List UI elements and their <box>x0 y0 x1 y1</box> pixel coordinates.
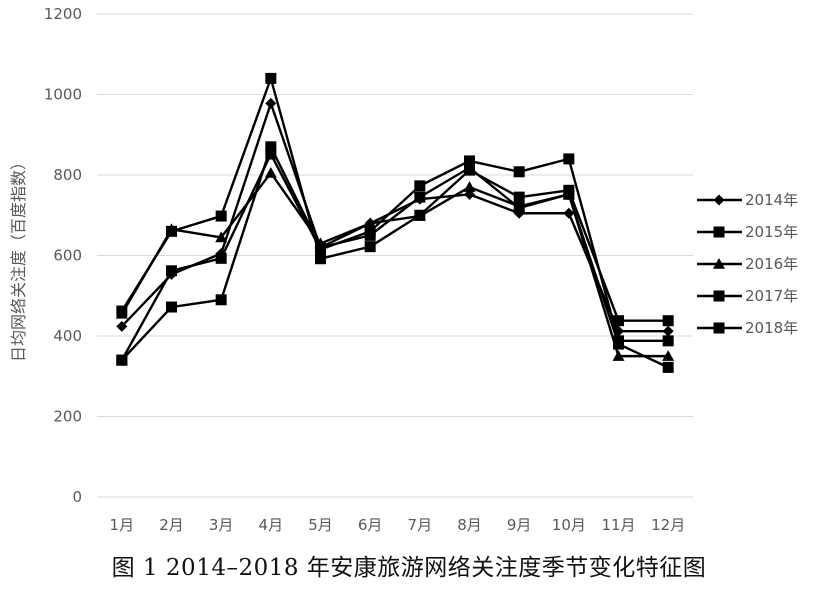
legend-item-3: 2016年 <box>697 255 798 273</box>
legend-label: 2018年 <box>745 319 798 337</box>
data-point <box>662 350 675 361</box>
x-tick-label: 2月 <box>159 516 184 534</box>
legend-item-4: 2017年 <box>697 287 798 305</box>
y-tick-labels: 0 200 400 600 800 1000 1200 <box>44 5 82 506</box>
data-point <box>364 229 376 241</box>
legend-item-2: 2015年 <box>697 223 798 241</box>
data-point <box>265 97 277 109</box>
data-point <box>264 166 277 178</box>
series-line <box>120 102 669 333</box>
data-point <box>166 225 177 237</box>
y-tick-label: 800 <box>53 166 82 184</box>
x-tick-label: 5月 <box>308 516 333 534</box>
x-tick-label: 9月 <box>507 516 532 534</box>
data-point <box>463 181 476 192</box>
data-point <box>464 162 475 174</box>
data-point <box>215 210 227 222</box>
data-point <box>166 301 177 313</box>
legend-label: 2017年 <box>745 287 798 305</box>
data-point <box>315 241 326 253</box>
x-tick-label: 6月 <box>358 516 383 534</box>
y-tick-label: 1200 <box>44 5 82 23</box>
data-point <box>364 217 377 229</box>
data-point <box>414 191 426 203</box>
data-point <box>513 166 525 178</box>
data-point <box>265 141 277 153</box>
figure-caption: 图 1 2014–2018 年安康旅游网络关注度季节变化特征图 <box>111 555 707 581</box>
series-line <box>120 171 669 358</box>
data-point <box>215 252 227 264</box>
series-line <box>120 145 669 369</box>
gridlines <box>97 13 693 498</box>
y-tick-label: 600 <box>53 247 82 265</box>
series-4 <box>116 72 674 327</box>
y-tick-label: 1000 <box>44 86 82 104</box>
data-point <box>116 320 128 332</box>
legend-item-1: 2014年 <box>697 191 798 209</box>
data-point <box>364 241 376 253</box>
legend-marker <box>713 258 725 269</box>
x-tick-label: 8月 <box>457 516 482 534</box>
data-point <box>662 335 674 347</box>
series-lines <box>115 72 675 373</box>
y-axis-title: 日均网络关注度（百度指数） <box>9 154 28 362</box>
data-point <box>265 72 277 84</box>
data-point <box>612 350 625 361</box>
legend-label: 2015年 <box>745 223 798 241</box>
y-tick-label: 200 <box>53 408 82 426</box>
data-point <box>563 188 575 200</box>
data-point <box>116 354 128 366</box>
x-tick-label: 12月 <box>651 516 685 534</box>
line-chart: 0 200 400 600 800 1000 1200 1月 2月 3月 4月 5月 6月 7月 8月 9月… <box>9 5 798 534</box>
x-tick-label: 4月 <box>259 516 284 534</box>
data-point <box>464 155 475 167</box>
x-tick-label: 7月 <box>408 516 433 534</box>
series-line <box>120 77 669 322</box>
y-tick-label: 0 <box>72 488 82 506</box>
data-point <box>662 361 674 373</box>
x-tick-label: 1月 <box>110 516 135 534</box>
data-point <box>215 294 227 306</box>
series-5 <box>116 141 674 373</box>
data-point <box>215 231 228 243</box>
data-point <box>613 338 624 350</box>
data-point <box>513 202 525 214</box>
legend-item-5: 2018年 <box>697 319 798 337</box>
legend-label: 2016年 <box>745 255 798 273</box>
x-tick-labels: 1月 2月 3月 4月 5月 6月 7月 8月 9月 10月 11月 12月 <box>110 516 686 534</box>
data-point <box>414 209 426 221</box>
data-point <box>166 265 177 277</box>
data-point <box>414 180 426 192</box>
data-point <box>265 148 277 160</box>
legend-marker <box>713 290 725 302</box>
data-point <box>662 325 674 337</box>
x-tick-label: 3月 <box>209 516 234 534</box>
legend-label: 2014年 <box>745 191 798 209</box>
x-tick-label: 10月 <box>552 516 586 534</box>
legend: 2014年 2015年 2016年 2017年 2018年 <box>697 191 798 337</box>
data-point <box>563 153 575 165</box>
x-tick-label: 11月 <box>601 516 635 534</box>
data-point <box>315 253 326 265</box>
data-point <box>513 191 525 203</box>
data-point <box>613 315 624 327</box>
data-point <box>116 305 128 317</box>
legend-marker <box>713 322 725 334</box>
data-point <box>563 207 575 219</box>
series-line <box>120 152 669 361</box>
legend-marker <box>713 226 725 238</box>
data-point <box>662 315 674 327</box>
y-tick-label: 400 <box>53 327 82 345</box>
legend-marker <box>713 194 725 206</box>
